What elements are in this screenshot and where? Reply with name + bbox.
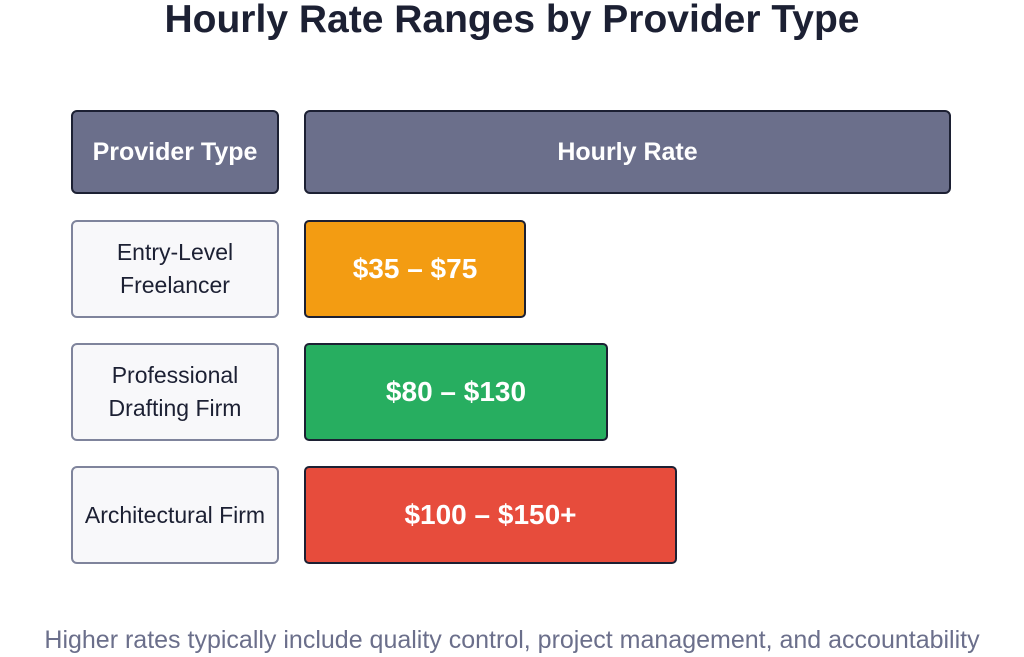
header-hourly-rate: Hourly Rate — [304, 110, 951, 194]
rate-bar-entry-level-freelancer: $35 – $75 — [304, 220, 526, 318]
footnote: Higher rates typically include quality c… — [44, 626, 980, 654]
header-provider-type: Provider Type — [71, 110, 279, 194]
provider-label-professional-drafting-firm: Professional Drafting Firm — [71, 343, 279, 441]
rate-bar-professional-drafting-firm: $80 – $130 — [304, 343, 608, 441]
rate-bar-architectural-firm: $100 – $150+ — [304, 466, 677, 564]
page-title: Hourly Rate Ranges by Provider Type — [164, 0, 860, 41]
provider-label-architectural-firm: Architectural Firm — [71, 466, 279, 564]
provider-label-entry-level-freelancer: Entry-Level Freelancer — [71, 220, 279, 318]
